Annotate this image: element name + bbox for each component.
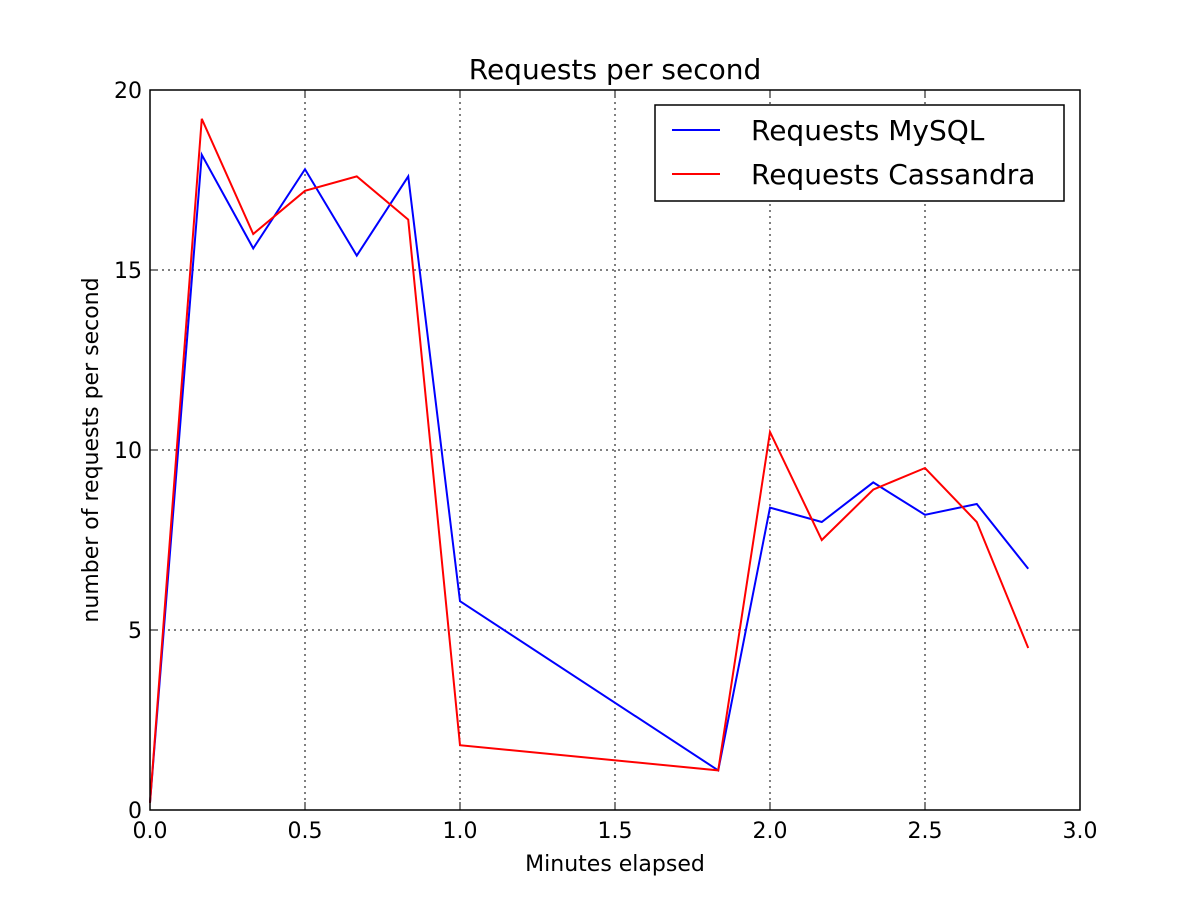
x-tick-label: 2.0 [753, 819, 788, 844]
y-tick-label: 15 [114, 259, 142, 284]
axis-ticks [149, 89, 1081, 811]
y-tick-label: 20 [114, 79, 142, 104]
x-tick-label: 0.0 [133, 819, 168, 844]
legend-box [654, 104, 1065, 202]
y-tick-label: 0 [128, 799, 142, 824]
legend-label-cassandra: Requests Cassandra [751, 158, 1035, 191]
y-tick-label: 5 [128, 619, 142, 644]
y-tick-label: 10 [114, 439, 142, 464]
legend: Requests MySQL Requests Cassandra [654, 104, 1065, 202]
series-lines [149, 118, 1030, 803]
x-tick-label: 0.5 [288, 819, 323, 844]
x-tick-label: 2.5 [908, 819, 943, 844]
y-axis-label: number of requests per second [79, 277, 104, 622]
series-line-mysql [149, 151, 1030, 803]
x-axis-label: Minutes elapsed [525, 852, 705, 877]
x-tick-labels: 0.0 0.5 1.0 1.5 2.0 2.5 3.0 [133, 819, 1098, 844]
x-tick-label: 1.5 [598, 819, 633, 844]
x-tick-label: 3.0 [1063, 819, 1098, 844]
grid-lines [150, 90, 1080, 810]
chart-title: Requests per second [469, 53, 762, 86]
series-line-cassandra [149, 118, 1030, 803]
legend-label-mysql: Requests MySQL [751, 114, 985, 147]
y-tick-labels: 0 5 10 15 20 [114, 79, 142, 824]
x-tick-label: 1.0 [443, 819, 478, 844]
